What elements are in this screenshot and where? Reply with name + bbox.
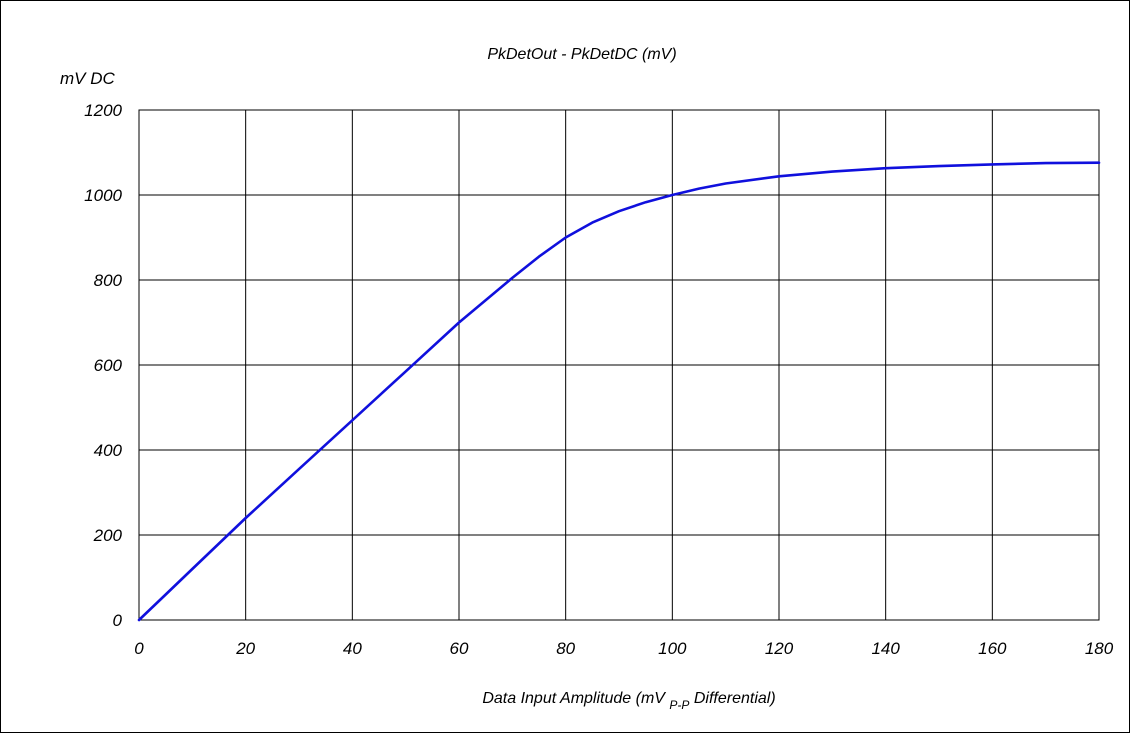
x-tick-label: 40 [343,639,362,658]
x-tick-label: 180 [1085,639,1114,658]
x-tick-label: 140 [871,639,900,658]
x-tick-label: 0 [134,639,144,658]
y-tick-label: 0 [113,611,123,630]
y-axis-label: mV DC [60,69,116,88]
x-axis-label-suffix: Differential) [689,690,775,707]
y-tick-label: 1000 [84,186,122,205]
x-tick-label: 160 [978,639,1007,658]
x-tick-label: 100 [658,639,687,658]
chart-title: PkDetOut - PkDetDC (mV) [487,46,676,63]
x-tick-label: 60 [450,639,469,658]
y-tick-label: 1200 [84,101,122,120]
y-tick-label: 600 [94,356,123,375]
x-tick-label: 80 [556,639,575,658]
series-line [137,161,1101,622]
tick-label-layer: 0 20 40 60 80 100 120 140 160 180 0 200 400 600 800 100… [84,101,1114,658]
x-axis-label-subscript: P-P [669,698,689,712]
y-tick-label: 200 [93,526,123,545]
x-axis-label: Data Input Amplitude (mV P-P Differentia… [482,690,775,712]
x-tick-label: 120 [765,639,794,658]
x-tick-label: 20 [235,639,255,658]
plot-area [138,109,1100,621]
y-tick-label: 400 [94,441,123,460]
x-axis-label-prefix: Data Input Amplitude (mV [482,690,669,707]
data-layer [137,161,1101,622]
y-tick-label: 800 [94,271,123,290]
